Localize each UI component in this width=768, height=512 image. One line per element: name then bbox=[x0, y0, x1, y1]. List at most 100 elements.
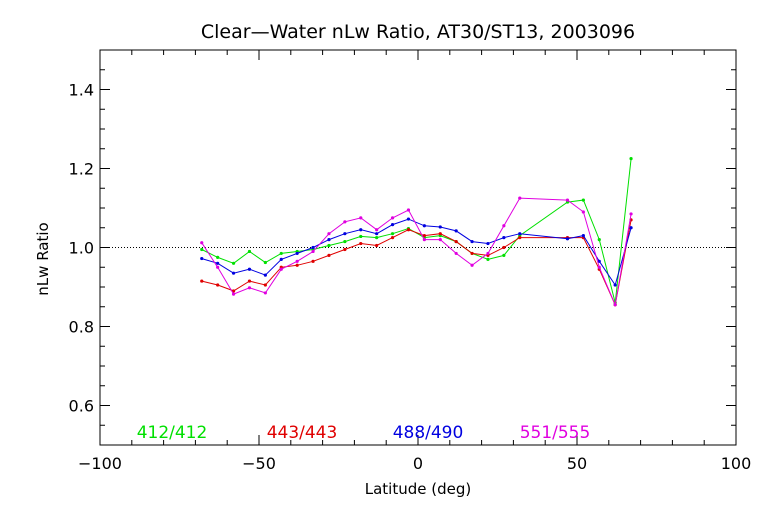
data-point bbox=[470, 263, 474, 267]
data-point bbox=[470, 251, 474, 256]
data-point bbox=[327, 243, 331, 248]
data-point bbox=[263, 273, 267, 277]
data-point bbox=[390, 216, 395, 220]
data-point bbox=[518, 232, 522, 236]
x-tick-label: −100 bbox=[78, 454, 122, 473]
data-point bbox=[581, 198, 585, 202]
data-point bbox=[311, 249, 315, 254]
data-point bbox=[327, 232, 331, 236]
data-point bbox=[263, 291, 267, 295]
data-point bbox=[375, 232, 379, 236]
data-point bbox=[216, 261, 220, 265]
data-point bbox=[311, 259, 315, 263]
data-point bbox=[359, 216, 363, 220]
data-point bbox=[343, 220, 347, 224]
series-1 bbox=[200, 157, 633, 305]
data-point bbox=[486, 241, 490, 246]
data-point bbox=[279, 267, 283, 271]
data-point bbox=[454, 239, 458, 244]
series-layer bbox=[200, 157, 633, 307]
x-tick-label: 0 bbox=[413, 454, 423, 473]
data-point bbox=[247, 286, 252, 290]
data-point bbox=[375, 243, 379, 248]
data-point bbox=[613, 283, 617, 287]
x-axis-label: Latitude (deg) bbox=[365, 480, 471, 498]
data-point bbox=[327, 238, 331, 242]
plot-frame bbox=[99, 49, 737, 446]
data-point bbox=[359, 241, 363, 246]
data-point bbox=[216, 265, 220, 269]
data-point bbox=[565, 198, 570, 202]
y-tick-label: 1.4 bbox=[69, 81, 94, 100]
data-point bbox=[597, 238, 601, 242]
legend-entry: 488/490 bbox=[393, 423, 464, 443]
data-point bbox=[247, 249, 252, 254]
data-point bbox=[327, 253, 331, 257]
x-tick-labels: −100 −50 0 50 100 bbox=[78, 454, 751, 473]
y-tick-label: 0.8 bbox=[69, 318, 94, 337]
y-tick-label: 1.0 bbox=[69, 239, 94, 258]
data-point bbox=[454, 251, 458, 256]
legend: 412/412 443/443 488/490 551/555 bbox=[137, 423, 591, 443]
data-point bbox=[200, 241, 204, 245]
data-point bbox=[518, 196, 522, 200]
data-point bbox=[502, 253, 506, 257]
data-point bbox=[502, 224, 506, 228]
data-point bbox=[613, 303, 617, 307]
data-point bbox=[629, 212, 633, 216]
y-tick-label: 0.6 bbox=[69, 397, 94, 416]
series-line bbox=[201, 197, 632, 307]
data-point bbox=[406, 208, 411, 212]
data-point bbox=[231, 261, 236, 265]
data-point bbox=[438, 232, 442, 236]
series-4 bbox=[200, 196, 633, 307]
data-point bbox=[502, 236, 506, 240]
data-point bbox=[486, 251, 490, 256]
data-point bbox=[295, 263, 299, 267]
data-point bbox=[343, 232, 347, 236]
data-point bbox=[231, 271, 236, 275]
data-point bbox=[422, 234, 426, 238]
data-point bbox=[263, 260, 267, 265]
data-point bbox=[581, 210, 585, 214]
data-point bbox=[216, 283, 220, 287]
legend-entry: 412/412 bbox=[137, 423, 208, 443]
data-point bbox=[629, 226, 633, 230]
series-line bbox=[201, 218, 632, 287]
data-point bbox=[597, 265, 601, 269]
data-point bbox=[359, 228, 363, 232]
data-point bbox=[263, 283, 267, 287]
x-tick-label: 100 bbox=[721, 454, 752, 473]
data-point bbox=[629, 157, 633, 161]
data-point bbox=[247, 279, 252, 283]
data-point bbox=[486, 257, 490, 261]
data-point bbox=[390, 236, 395, 240]
data-point bbox=[454, 229, 458, 233]
data-point bbox=[565, 237, 570, 241]
x-tick-label: 50 bbox=[567, 454, 587, 473]
data-point bbox=[343, 247, 347, 252]
data-point bbox=[422, 238, 426, 242]
data-point bbox=[406, 217, 411, 221]
data-point bbox=[438, 238, 442, 242]
data-point bbox=[502, 245, 506, 250]
data-point bbox=[581, 234, 585, 238]
data-point bbox=[311, 245, 315, 250]
data-point bbox=[359, 234, 363, 239]
data-point bbox=[200, 247, 204, 252]
legend-entry: 551/555 bbox=[520, 423, 591, 443]
data-point bbox=[406, 228, 411, 232]
legend-entry: 443/443 bbox=[267, 423, 338, 443]
data-point bbox=[200, 279, 204, 283]
data-point bbox=[375, 228, 379, 232]
data-point bbox=[343, 239, 347, 244]
data-point bbox=[390, 222, 395, 227]
x-tick-label: −50 bbox=[242, 454, 276, 473]
series-3 bbox=[200, 217, 633, 287]
data-point bbox=[295, 251, 299, 256]
data-point bbox=[247, 267, 252, 271]
data-point bbox=[422, 224, 426, 228]
series-line bbox=[201, 158, 632, 303]
